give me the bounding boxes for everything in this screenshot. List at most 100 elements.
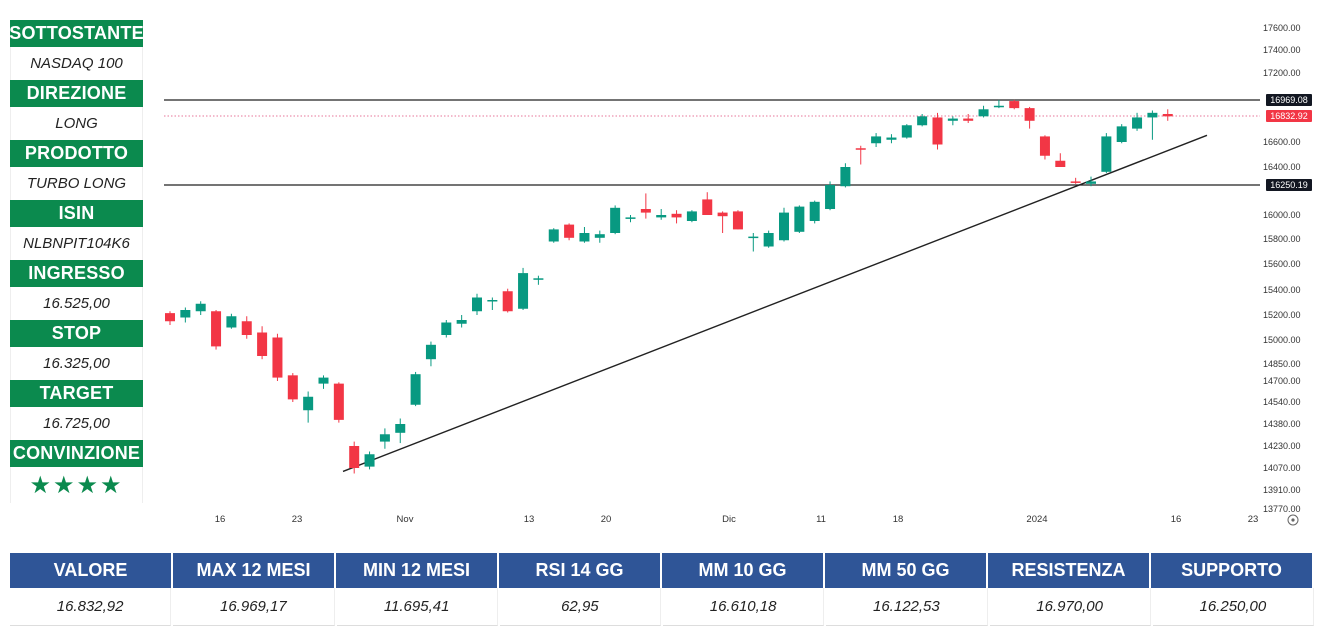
candle xyxy=(165,311,175,325)
candle xyxy=(855,145,866,165)
value-stop: 16.325,00 xyxy=(10,347,143,380)
y-tick-label: 17600.00 xyxy=(1263,23,1301,33)
candle xyxy=(333,382,344,423)
x-tick-label: 13 xyxy=(524,514,535,525)
y-tick-label: 16000.00 xyxy=(1263,210,1301,220)
stat-value-mm50: 16.122,53 xyxy=(826,588,988,626)
price-tag-last: 16832.92 xyxy=(1266,110,1312,122)
candle xyxy=(1116,124,1127,144)
stat-label-mm50: MM 50 GG xyxy=(825,553,986,588)
candle xyxy=(1132,112,1143,131)
candle xyxy=(226,313,237,329)
candle xyxy=(1039,135,1050,160)
candle xyxy=(518,267,529,310)
candle xyxy=(640,193,651,219)
x-tick-label: 16 xyxy=(1171,514,1182,525)
price-tag-label: 16250.19 xyxy=(1270,180,1308,190)
candle xyxy=(195,301,206,315)
candle xyxy=(809,200,820,224)
candle xyxy=(732,210,743,230)
value-sottostante: NASDAQ 100 xyxy=(10,47,143,80)
stat-label-max: MAX 12 MESI xyxy=(173,553,334,588)
y-tick-label: 14850.00 xyxy=(1263,359,1301,369)
stat-label-rsi: RSI 14 GG xyxy=(499,553,660,588)
candle xyxy=(410,371,421,407)
stat-value-max: 16.969,17 xyxy=(173,588,335,626)
label-prodotto: PRODOTTO xyxy=(10,140,143,167)
candle xyxy=(1055,153,1066,167)
y-axis: 17600.00 17400.00 17200.00 16600.00 16400.00… xyxy=(1263,23,1301,514)
label-target: TARGET xyxy=(10,380,143,407)
candle xyxy=(257,326,268,360)
stat-value-supporto: 16.250,00 xyxy=(1152,588,1314,626)
x-axis: 16 23 Nov 13 20 Dic 11 18 2024 16 23 xyxy=(215,514,1259,525)
stat-value-mm10: 16.610,18 xyxy=(663,588,825,626)
settings-icon[interactable] xyxy=(1287,514,1299,526)
y-tick-label: 15600.00 xyxy=(1263,259,1301,269)
candle xyxy=(594,230,605,243)
x-tick-label: Nov xyxy=(397,514,414,525)
y-tick-label: 14230.00 xyxy=(1263,441,1301,451)
label-ingresso: INGRESSO xyxy=(10,260,143,287)
stat-value-rsi: 62,95 xyxy=(499,588,661,626)
chart-lines xyxy=(164,99,1260,473)
candle xyxy=(211,310,222,350)
price-tag-resistance: 16969.08 xyxy=(1266,94,1312,106)
candle xyxy=(825,181,836,211)
stat-value-min: 11.695,41 xyxy=(336,588,498,626)
y-tick-label: 13910.00 xyxy=(1263,485,1301,495)
stat-value-valore: 16.832,92 xyxy=(10,588,172,626)
stat-label-resistenza: RESISTENZA xyxy=(988,553,1149,588)
stat-label-min: MIN 12 MESI xyxy=(336,553,497,588)
candle xyxy=(993,99,1004,109)
candle xyxy=(763,230,774,248)
y-tick-label: 16600.00 xyxy=(1263,137,1301,147)
price-tags: 16969.08 16832.92 16250.19 xyxy=(1266,94,1312,191)
candle xyxy=(1162,109,1173,121)
value-target: 16.725,00 xyxy=(10,407,143,440)
candle xyxy=(963,113,974,124)
candle xyxy=(425,341,436,367)
candle xyxy=(1024,106,1035,129)
candle xyxy=(702,192,713,215)
candles xyxy=(165,99,1173,474)
candle xyxy=(395,418,406,444)
candle xyxy=(287,373,298,402)
y-tick-label: 15200.00 xyxy=(1263,310,1301,320)
candle xyxy=(349,441,360,474)
candle xyxy=(625,215,636,223)
candle xyxy=(502,288,513,313)
y-tick-label: 17400.00 xyxy=(1263,45,1301,55)
candle xyxy=(548,228,559,243)
price-tag-support: 16250.19 xyxy=(1266,179,1312,191)
x-tick-label: 16 xyxy=(215,514,226,525)
price-tag-label: 16832.92 xyxy=(1270,111,1308,121)
candle xyxy=(886,134,897,144)
candle xyxy=(180,307,191,323)
candle xyxy=(318,375,329,389)
x-tick-label: 11 xyxy=(816,514,826,525)
candle xyxy=(379,428,390,449)
x-tick-label: 23 xyxy=(292,514,303,525)
candle xyxy=(456,315,467,328)
x-tick-label: 23 xyxy=(1248,514,1259,525)
candle xyxy=(579,227,590,243)
candle xyxy=(1086,176,1096,187)
candle xyxy=(901,124,912,139)
candle xyxy=(1070,177,1081,184)
candle xyxy=(656,209,667,220)
candle xyxy=(717,211,728,233)
label-sottostante: SOTTOSTANTE xyxy=(9,20,144,47)
candle xyxy=(241,316,252,339)
signal-panel: SOTTOSTANTE NASDAQ 100 DIREZIONE LONG PR… xyxy=(9,20,144,503)
value-isin: NLBNPIT104K6 xyxy=(10,227,143,260)
y-tick-label: 14540.00 xyxy=(1263,397,1301,407)
candle xyxy=(1147,110,1158,140)
y-tick-label: 14700.00 xyxy=(1263,376,1301,386)
candle xyxy=(441,320,452,338)
candle xyxy=(272,333,283,381)
candle xyxy=(533,275,544,285)
candle xyxy=(840,163,851,188)
candle xyxy=(364,451,375,470)
candle xyxy=(917,113,928,127)
